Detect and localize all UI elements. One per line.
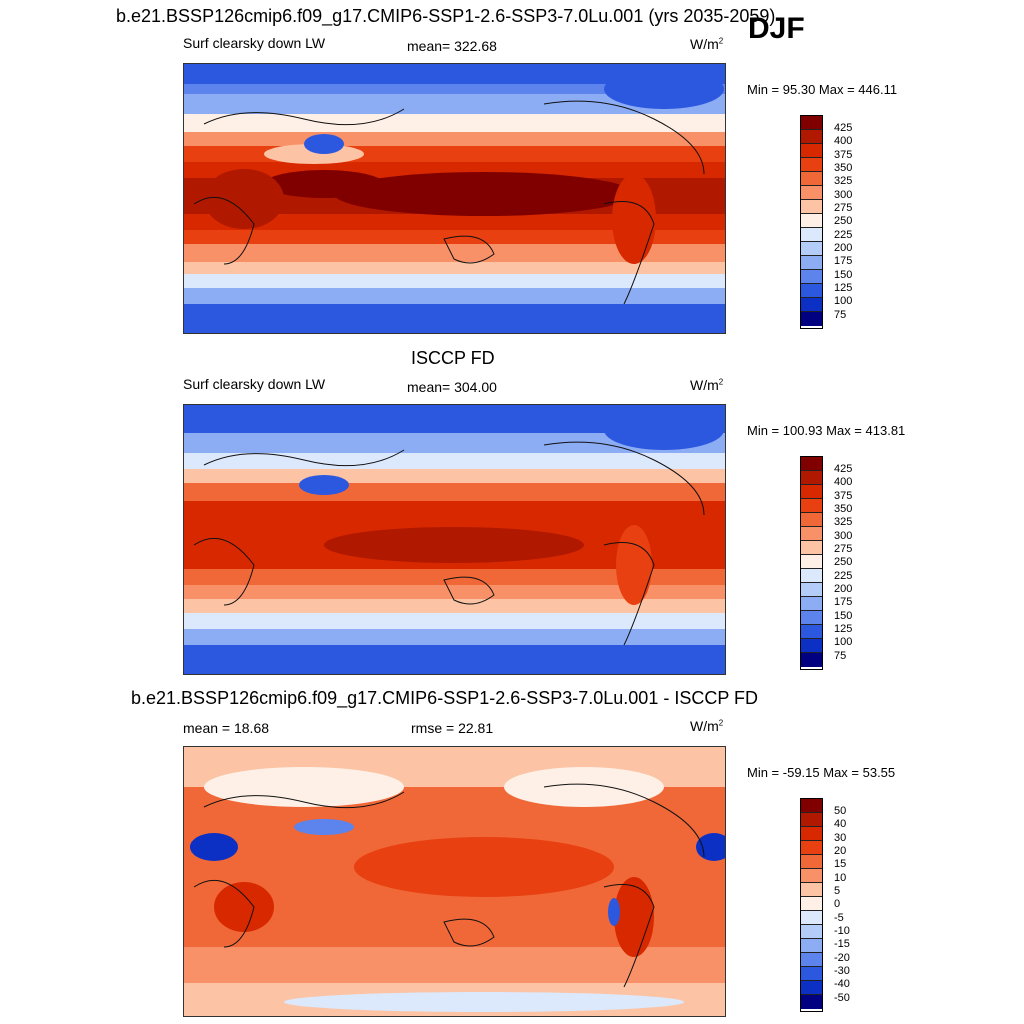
panel1-title: b.e21.BSSP126cmip6.f09_g17.CMIP6-SSP1-2.… [116, 6, 776, 26]
panel3-colorbar [800, 798, 823, 1012]
panel3-map [183, 746, 726, 1017]
season-label: DJF [748, 12, 805, 45]
panel3-mean-label: mean = 18.68 [183, 720, 270, 736]
panel3-rmse-label: rmse = 22.81 [411, 720, 494, 736]
panel2-mean-label: mean= 304.00 [407, 379, 497, 395]
panel3-units: W/m2 [690, 718, 724, 734]
panel2-minmax: Min = 100.93 Max = 413.81 [747, 423, 906, 438]
panel2-map [183, 404, 726, 675]
panel2-colorbar [800, 456, 823, 670]
panel2-variable-label: Surf clearsky down LW [183, 376, 326, 392]
panel1-mean-label: mean= 322.68 [407, 38, 497, 54]
panel2-units: W/m2 [690, 377, 724, 393]
panel1-minmax: Min = 95.30 Max = 446.11 [747, 82, 898, 97]
panel2-title: ISCCP FD [411, 348, 495, 368]
panel3-minmax: Min = -59.15 Max = 53.55 [747, 765, 896, 780]
panel1-map [183, 63, 726, 334]
panel1-colorbar [800, 115, 823, 329]
panel3-title: b.e21.BSSP126cmip6.f09_g17.CMIP6-SSP1-2.… [131, 688, 759, 708]
panel1-units: W/m2 [690, 36, 724, 52]
panel1-variable-label: Surf clearsky down LW [183, 35, 326, 51]
